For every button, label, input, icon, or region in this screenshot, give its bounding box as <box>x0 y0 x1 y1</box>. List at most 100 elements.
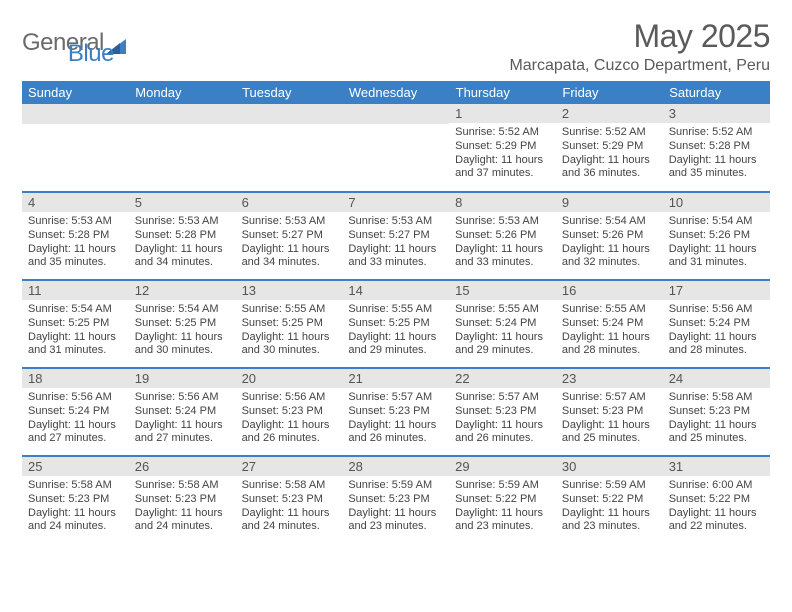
day-number: 24 <box>663 369 770 388</box>
day-details: Sunrise: 5:55 AMSunset: 5:25 PMDaylight:… <box>342 300 449 362</box>
sunset-text: Sunset: 5:23 PM <box>562 405 657 419</box>
sunset-text: Sunset: 5:23 PM <box>242 493 337 507</box>
daylight-text: Daylight: 11 hours and 37 minutes. <box>455 154 550 182</box>
sunset-text: Sunset: 5:22 PM <box>669 493 764 507</box>
day-details: Sunrise: 5:55 AMSunset: 5:24 PMDaylight:… <box>556 300 663 362</box>
day-number: 15 <box>449 281 556 300</box>
calendar-cell: 23Sunrise: 5:57 AMSunset: 5:23 PMDayligh… <box>556 368 663 456</box>
calendar-cell: 1Sunrise: 5:52 AMSunset: 5:29 PMDaylight… <box>449 104 556 192</box>
day-details: Sunrise: 5:55 AMSunset: 5:24 PMDaylight:… <box>449 300 556 362</box>
day-header: Monday <box>129 81 236 104</box>
day-number: 1 <box>449 104 556 123</box>
day-details: Sunrise: 5:53 AMSunset: 5:26 PMDaylight:… <box>449 212 556 274</box>
day-details: Sunrise: 5:53 AMSunset: 5:28 PMDaylight:… <box>22 212 129 274</box>
daylight-text: Daylight: 11 hours and 27 minutes. <box>28 419 123 447</box>
calendar-cell: 4Sunrise: 5:53 AMSunset: 5:28 PMDaylight… <box>22 192 129 280</box>
daylight-text: Daylight: 11 hours and 28 minutes. <box>562 331 657 359</box>
calendar-cell: 2Sunrise: 5:52 AMSunset: 5:29 PMDaylight… <box>556 104 663 192</box>
calendar-cell: 26Sunrise: 5:58 AMSunset: 5:23 PMDayligh… <box>129 456 236 544</box>
sunrise-text: Sunrise: 5:56 AM <box>135 391 230 405</box>
sunset-text: Sunset: 5:23 PM <box>135 493 230 507</box>
sunrise-text: Sunrise: 5:58 AM <box>242 479 337 493</box>
calendar-cell: 29Sunrise: 5:59 AMSunset: 5:22 PMDayligh… <box>449 456 556 544</box>
calendar-cell: 5Sunrise: 5:53 AMSunset: 5:28 PMDaylight… <box>129 192 236 280</box>
sunrise-text: Sunrise: 5:54 AM <box>28 303 123 317</box>
day-details: Sunrise: 5:56 AMSunset: 5:24 PMDaylight:… <box>129 388 236 450</box>
calendar-row: 25Sunrise: 5:58 AMSunset: 5:23 PMDayligh… <box>22 456 770 544</box>
sunrise-text: Sunrise: 5:59 AM <box>348 479 443 493</box>
calendar-cell <box>129 104 236 192</box>
daylight-text: Daylight: 11 hours and 29 minutes. <box>348 331 443 359</box>
day-details: Sunrise: 5:54 AMSunset: 5:26 PMDaylight:… <box>556 212 663 274</box>
sunset-text: Sunset: 5:24 PM <box>669 317 764 331</box>
day-details: Sunrise: 5:56 AMSunset: 5:23 PMDaylight:… <box>236 388 343 450</box>
calendar-cell: 24Sunrise: 5:58 AMSunset: 5:23 PMDayligh… <box>663 368 770 456</box>
sunrise-text: Sunrise: 5:55 AM <box>242 303 337 317</box>
daylight-text: Daylight: 11 hours and 31 minutes. <box>28 331 123 359</box>
daylight-text: Daylight: 11 hours and 25 minutes. <box>669 419 764 447</box>
day-details: Sunrise: 5:54 AMSunset: 5:25 PMDaylight:… <box>22 300 129 362</box>
day-number: 20 <box>236 369 343 388</box>
location-text: Marcapata, Cuzco Department, Peru <box>509 57 770 75</box>
calendar-row: 11Sunrise: 5:54 AMSunset: 5:25 PMDayligh… <box>22 280 770 368</box>
day-details: Sunrise: 5:58 AMSunset: 5:23 PMDaylight:… <box>129 476 236 538</box>
sunset-text: Sunset: 5:23 PM <box>348 493 443 507</box>
calendar-cell <box>342 104 449 192</box>
calendar-cell: 19Sunrise: 5:56 AMSunset: 5:24 PMDayligh… <box>129 368 236 456</box>
sunset-text: Sunset: 5:23 PM <box>242 405 337 419</box>
sunset-text: Sunset: 5:22 PM <box>455 493 550 507</box>
daylight-text: Daylight: 11 hours and 33 minutes. <box>455 243 550 271</box>
day-number: 8 <box>449 193 556 212</box>
daylight-text: Daylight: 11 hours and 25 minutes. <box>562 419 657 447</box>
day-number: 13 <box>236 281 343 300</box>
calendar-cell: 27Sunrise: 5:58 AMSunset: 5:23 PMDayligh… <box>236 456 343 544</box>
daylight-text: Daylight: 11 hours and 31 minutes. <box>669 243 764 271</box>
day-number: 7 <box>342 193 449 212</box>
brand-part2: Blue <box>68 40 114 68</box>
daylight-text: Daylight: 11 hours and 27 minutes. <box>135 419 230 447</box>
sunset-text: Sunset: 5:24 PM <box>455 317 550 331</box>
calendar-row: 1Sunrise: 5:52 AMSunset: 5:29 PMDaylight… <box>22 104 770 192</box>
sunset-text: Sunset: 5:24 PM <box>562 317 657 331</box>
page-header: General Blue May 2025 Marcapata, Cuzco D… <box>22 18 770 75</box>
day-number: 6 <box>236 193 343 212</box>
calendar-cell: 12Sunrise: 5:54 AMSunset: 5:25 PMDayligh… <box>129 280 236 368</box>
sunset-text: Sunset: 5:23 PM <box>348 405 443 419</box>
daylight-text: Daylight: 11 hours and 36 minutes. <box>562 154 657 182</box>
daylight-text: Daylight: 11 hours and 32 minutes. <box>562 243 657 271</box>
day-number <box>129 104 236 124</box>
daylight-text: Daylight: 11 hours and 24 minutes. <box>242 507 337 535</box>
daylight-text: Daylight: 11 hours and 26 minutes. <box>455 419 550 447</box>
day-details: Sunrise: 5:56 AMSunset: 5:24 PMDaylight:… <box>22 388 129 450</box>
day-number: 22 <box>449 369 556 388</box>
month-title: May 2025 <box>509 18 770 55</box>
day-details: Sunrise: 5:53 AMSunset: 5:27 PMDaylight:… <box>342 212 449 274</box>
day-number <box>22 104 129 124</box>
daylight-text: Daylight: 11 hours and 35 minutes. <box>669 154 764 182</box>
sunrise-text: Sunrise: 5:53 AM <box>242 215 337 229</box>
day-details: Sunrise: 5:56 AMSunset: 5:24 PMDaylight:… <box>663 300 770 362</box>
day-details: Sunrise: 5:57 AMSunset: 5:23 PMDaylight:… <box>556 388 663 450</box>
sunrise-text: Sunrise: 5:52 AM <box>455 126 550 140</box>
sunrise-text: Sunrise: 6:00 AM <box>669 479 764 493</box>
day-details: Sunrise: 5:54 AMSunset: 5:25 PMDaylight:… <box>129 300 236 362</box>
sunset-text: Sunset: 5:25 PM <box>348 317 443 331</box>
day-details: Sunrise: 5:57 AMSunset: 5:23 PMDaylight:… <box>342 388 449 450</box>
day-details: Sunrise: 5:52 AMSunset: 5:29 PMDaylight:… <box>556 123 663 185</box>
day-header-row: Sunday Monday Tuesday Wednesday Thursday… <box>22 81 770 104</box>
calendar-cell <box>236 104 343 192</box>
sunrise-text: Sunrise: 5:54 AM <box>669 215 764 229</box>
calendar-cell: 21Sunrise: 5:57 AMSunset: 5:23 PMDayligh… <box>342 368 449 456</box>
day-number: 10 <box>663 193 770 212</box>
daylight-text: Daylight: 11 hours and 28 minutes. <box>669 331 764 359</box>
day-header: Wednesday <box>342 81 449 104</box>
sunrise-text: Sunrise: 5:52 AM <box>562 126 657 140</box>
day-number: 11 <box>22 281 129 300</box>
day-number: 30 <box>556 457 663 476</box>
sunset-text: Sunset: 5:26 PM <box>562 229 657 243</box>
day-number: 29 <box>449 457 556 476</box>
daylight-text: Daylight: 11 hours and 24 minutes. <box>28 507 123 535</box>
daylight-text: Daylight: 11 hours and 29 minutes. <box>455 331 550 359</box>
day-number: 12 <box>129 281 236 300</box>
calendar-cell: 20Sunrise: 5:56 AMSunset: 5:23 PMDayligh… <box>236 368 343 456</box>
